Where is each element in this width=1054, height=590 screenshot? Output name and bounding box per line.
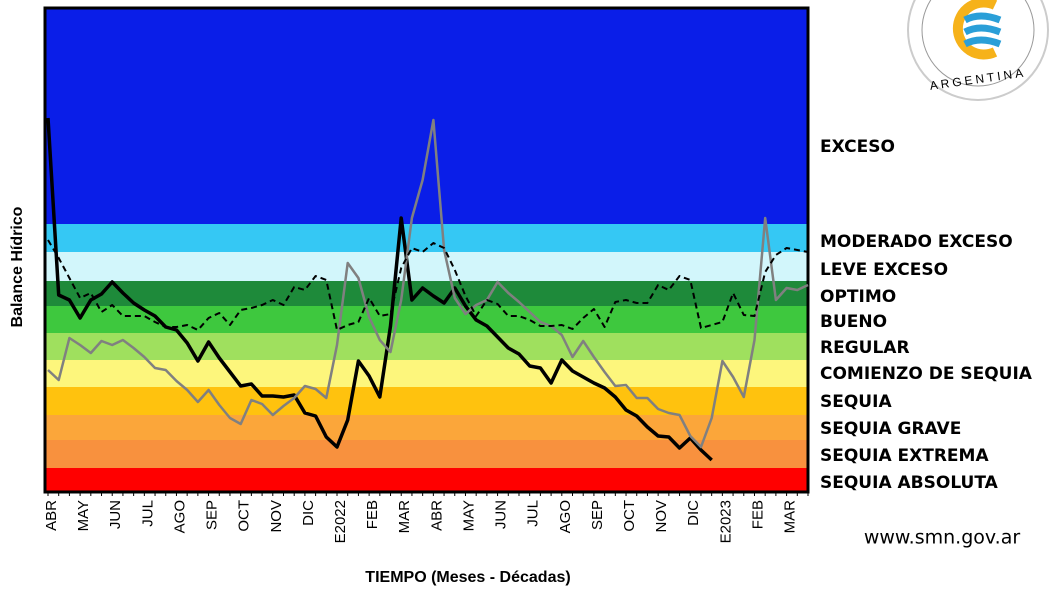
x-tick-label: NOV [268,500,285,533]
band-label: SEQUIA GRAVE [820,419,961,439]
band [45,468,808,492]
x-tick-label: DIC [300,500,317,526]
logo: ARGENTINA [907,0,1049,101]
x-tick-label: MAY [75,500,92,531]
x-tick-label: MAR [396,500,413,534]
series-line [47,239,809,331]
x-tick-label: MAY [460,500,477,531]
band [45,333,808,360]
y-axis-title: Balance Hídrico [9,206,26,327]
band [45,387,808,415]
x-tick-label: SEP [589,500,606,530]
x-tick-label: ABR [43,500,60,531]
x-tick-label: E2023 [717,500,734,543]
logo-waves [963,12,1002,48]
band-label: OPTIMO [820,287,896,307]
band-label: SEQUIA [820,392,892,412]
x-tick-label: JUL [139,500,156,527]
band-label: SEQUIA EXTREMA [820,446,989,466]
band [45,224,808,252]
band-label: MODERADO EXCESO [820,232,1013,252]
x-tick-label: FEB [749,500,766,529]
x-tick-label: AGO [171,500,188,533]
x-tick-label: OCT [621,500,638,532]
band [45,360,808,387]
x-tick-label: AGO [557,500,574,533]
band-label: EXCESO [820,137,895,157]
x-tick-label: SEP [204,500,221,530]
footer-url: www.smn.gov.ar [864,527,1021,549]
x-tick-label: E2022 [332,500,349,543]
band [45,281,808,306]
logo-sun [952,0,998,60]
band [45,415,808,440]
band [45,252,808,281]
x-tick-label: JUL [525,500,542,527]
x-tick-label: JUN [107,500,124,529]
x-tick-label: JUN [493,500,510,529]
plot [43,6,810,494]
band-label: COMIENZO DE SEQUIA [820,364,1033,384]
x-tick-label: MAR [782,500,799,534]
x-tick-label: DIC [685,500,702,526]
plot-frame [43,6,810,494]
band-label: REGULAR [820,338,910,358]
series-line [47,118,809,449]
x-tick-label: ABR [428,500,445,531]
band-label: LEVE EXCESO [820,260,948,280]
x-axis-title: TIEMPO (Meses - Décadas) [365,569,570,586]
band-label: BUENO [820,312,887,332]
band [45,8,808,224]
band-label: SEQUIA ABSOLUTA [820,473,999,493]
x-tick-label: FEB [364,500,381,529]
x-tick-label: OCT [236,500,253,532]
logo-inner-ring [921,0,1035,87]
series-line [46,117,713,462]
x-tick-label: NOV [653,500,670,533]
